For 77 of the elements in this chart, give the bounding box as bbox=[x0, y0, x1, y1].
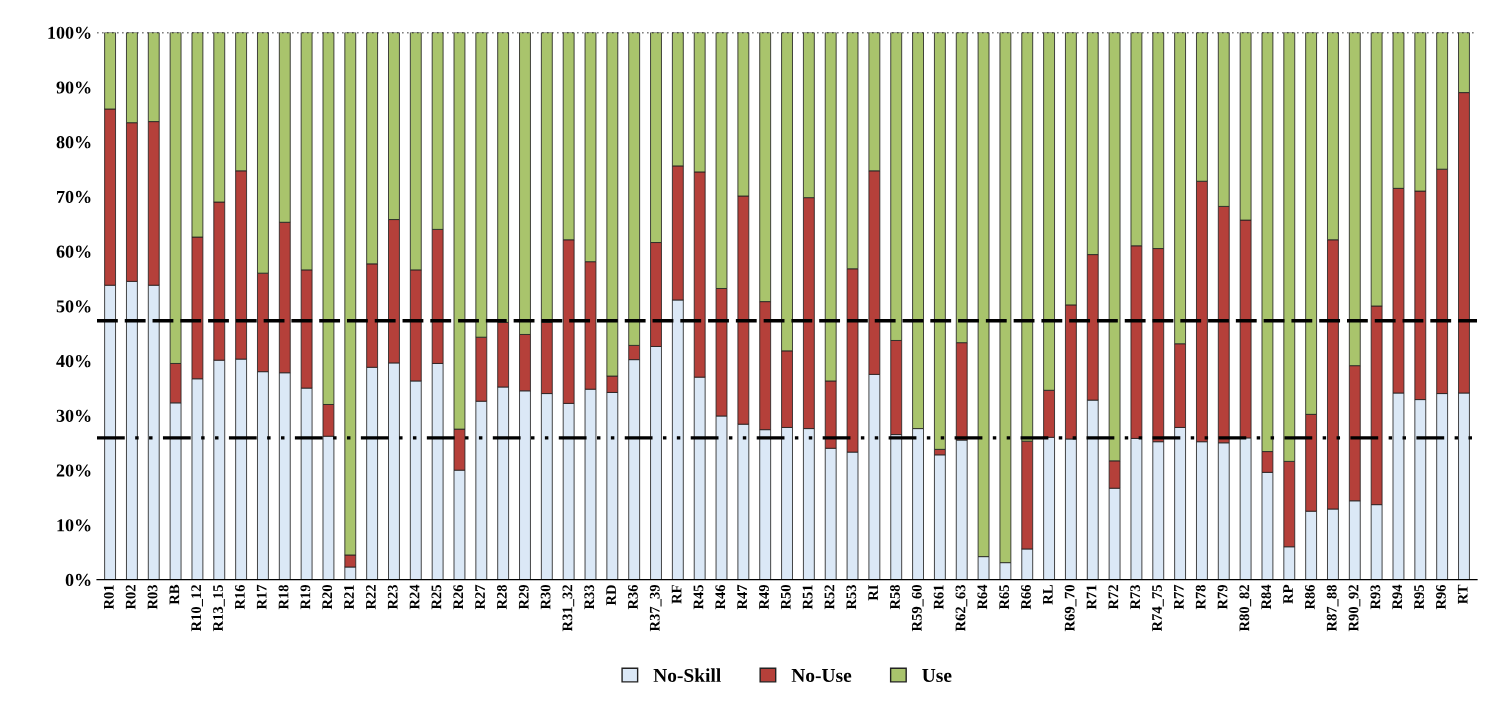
x-tick-label: RP bbox=[1283, 584, 1293, 604]
x-tick-label: R16 bbox=[234, 584, 245, 610]
x-tick-label: R37_39 bbox=[649, 584, 662, 632]
x-tick-label: R69_70 bbox=[1064, 585, 1077, 632]
x-tick-label: R01 bbox=[103, 585, 114, 610]
x-tick-label: R61 bbox=[933, 585, 944, 610]
x-tick-label: R31_32 bbox=[562, 585, 575, 632]
x-tick-label: R17 bbox=[256, 584, 267, 610]
y-tick-label: 0% bbox=[65, 573, 91, 587]
x-tick-label: R86 bbox=[1304, 584, 1315, 610]
x-tick-label: R50 bbox=[780, 585, 791, 610]
x-tick-label: R51 bbox=[802, 585, 813, 610]
y-tick-label: 60% bbox=[56, 245, 91, 258]
legend-label: No-Skill bbox=[653, 668, 721, 683]
y-tick-label: 100% bbox=[48, 26, 91, 39]
x-tick-label: R96 bbox=[1435, 584, 1446, 610]
x-tick-label: R72 bbox=[1108, 585, 1119, 610]
x-tick-label: R93 bbox=[1370, 584, 1381, 610]
legend-label: No-Use bbox=[791, 669, 852, 683]
x-tick-label: R36 bbox=[628, 584, 638, 610]
y-tick-label: 90% bbox=[56, 81, 91, 94]
x-tick-label: RF bbox=[671, 585, 682, 604]
x-tick-label: R29 bbox=[518, 584, 529, 610]
y-tick-label: 80% bbox=[56, 136, 91, 149]
y-tick-label: 10% bbox=[57, 519, 91, 532]
x-tick-label: R79 bbox=[1217, 584, 1228, 610]
x-tick-label: R46 bbox=[715, 584, 726, 610]
x-tick-label: R30 bbox=[540, 585, 551, 610]
x-tick-label: RD bbox=[606, 585, 616, 606]
x-tick-label: R77 bbox=[1174, 584, 1184, 610]
x-tick-label: R21 bbox=[344, 585, 354, 610]
x-tick-label: RT bbox=[1457, 584, 1468, 604]
x-tick-label: R71 bbox=[1086, 585, 1097, 610]
x-tick-label: R02 bbox=[125, 585, 136, 610]
x-tick-label: R94 bbox=[1392, 584, 1403, 610]
x-tick-label: R20 bbox=[322, 585, 333, 610]
x-tick-label: R10_12 bbox=[191, 585, 203, 632]
y-tick-label: 20% bbox=[56, 464, 91, 477]
x-tick-label: R74_75 bbox=[1152, 584, 1164, 632]
x-tick-label: R58 bbox=[890, 584, 900, 610]
x-tick-label: R18 bbox=[278, 584, 289, 610]
x-tick-label: R80_82 bbox=[1239, 585, 1252, 632]
x-tick-label: R03 bbox=[147, 584, 158, 610]
x-tick-label: R13_15 bbox=[213, 584, 225, 632]
x-tick-label: R27 bbox=[475, 584, 485, 610]
x-tick-label: R59_60 bbox=[911, 585, 924, 632]
x-tick-label: R22 bbox=[365, 585, 376, 610]
x-tick-label: RI bbox=[868, 584, 878, 601]
x-tick-label: R78 bbox=[1195, 584, 1206, 610]
x-tick-label: R95 bbox=[1414, 584, 1424, 610]
y-tick-label: 70% bbox=[57, 190, 91, 204]
x-tick-label: R23 bbox=[387, 584, 398, 610]
x-tick-label: R52 bbox=[824, 585, 835, 610]
y-tick-label: 30% bbox=[56, 409, 91, 422]
x-tick-label: R26 bbox=[453, 584, 464, 610]
x-tick-label: R87_88 bbox=[1326, 584, 1339, 632]
x-tick-label: RB bbox=[169, 584, 180, 605]
x-tick-label: R45 bbox=[693, 584, 704, 610]
x-tick-label: R33 bbox=[584, 584, 595, 610]
x-tick-label: R47 bbox=[737, 584, 747, 610]
x-tick-label: R49 bbox=[759, 584, 769, 610]
legend-label: Use bbox=[922, 669, 952, 683]
x-tick-label: RL bbox=[1043, 585, 1053, 605]
x-tick-label: R84 bbox=[1261, 584, 1272, 610]
y-tick-label: 50% bbox=[56, 300, 91, 313]
x-tick-label: R24 bbox=[409, 584, 420, 610]
x-tick-label: R53 bbox=[846, 584, 857, 610]
x-tick-label: R73 bbox=[1130, 584, 1141, 610]
x-tick-label: R28 bbox=[496, 584, 507, 610]
y-tick-label: 40% bbox=[56, 354, 91, 368]
x-tick-label: R19 bbox=[300, 584, 311, 610]
x-tick-label: R66 bbox=[1021, 584, 1031, 610]
x-tick-label: R62_63 bbox=[955, 584, 968, 632]
x-tick-label: R65 bbox=[999, 584, 1010, 610]
x-tick-label: R90_92 bbox=[1348, 585, 1361, 632]
x-tick-label: R25 bbox=[431, 584, 442, 610]
x-tick-label: R64 bbox=[977, 584, 988, 610]
